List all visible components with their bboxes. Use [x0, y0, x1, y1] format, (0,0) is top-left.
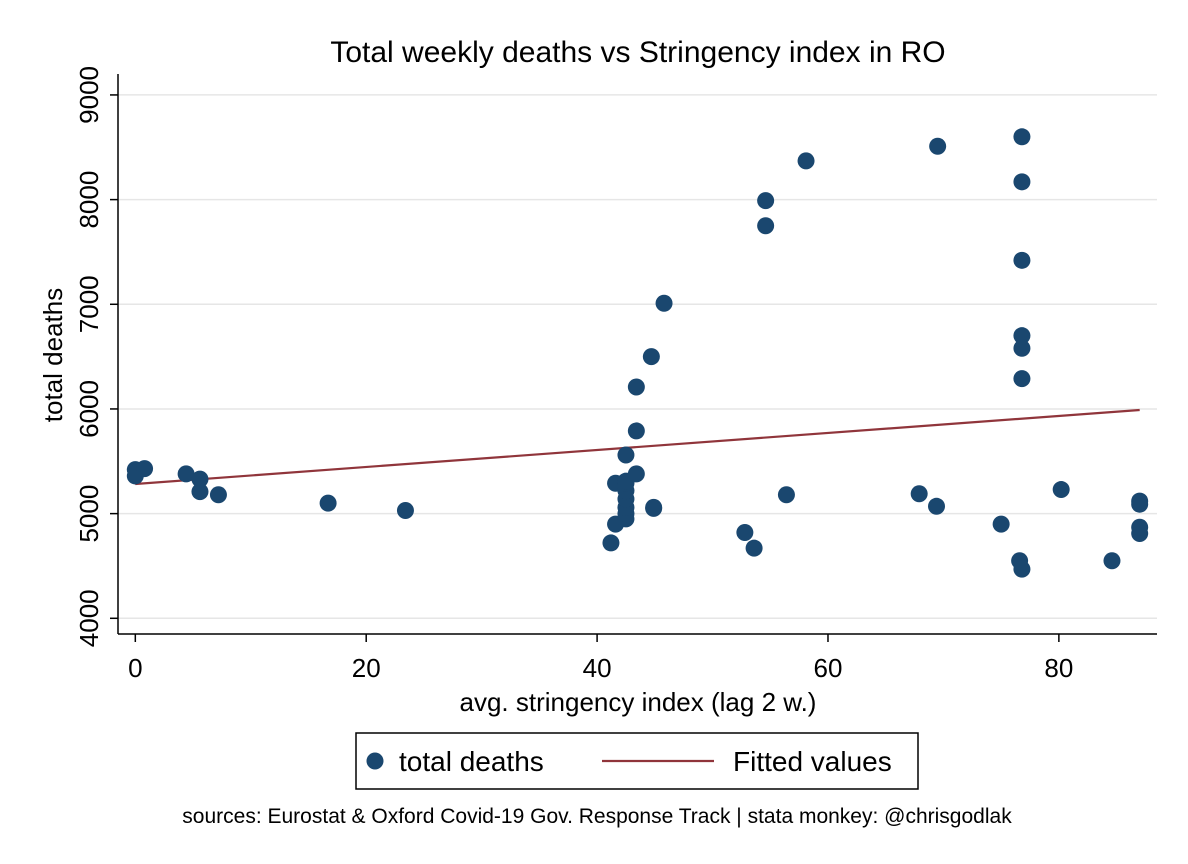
- data-point-32: [797, 152, 815, 170]
- y-axis-ticks: 4000 5000 6000 7000 8000 9000: [74, 66, 118, 647]
- data-point-40: [1013, 339, 1031, 357]
- data-point-7: [319, 494, 337, 512]
- data-point-42: [1013, 251, 1031, 269]
- data-point-36: [992, 515, 1010, 533]
- data-point-9: [602, 534, 620, 552]
- source-note: sources: Eurostat & Oxford Covid-19 Gov.…: [182, 805, 1012, 828]
- data-point-30: [757, 192, 775, 210]
- data-point-38: [1013, 560, 1031, 578]
- y-tick-label-5000: 5000: [74, 485, 104, 543]
- data-point-44: [1013, 128, 1031, 146]
- data-point-28: [745, 539, 763, 557]
- data-point-20: [627, 465, 645, 483]
- data-point-26: [655, 294, 673, 312]
- legend-marker-total-deaths: [366, 752, 384, 770]
- data-point-25: [645, 498, 663, 516]
- x-tick-label-0: 0: [128, 653, 142, 683]
- data-point-27: [736, 523, 754, 541]
- data-point-43: [1013, 173, 1031, 191]
- y-tick-label-8000: 8000: [74, 171, 104, 229]
- axes: [117, 74, 1157, 635]
- fitted-line-layer: [135, 408, 1140, 486]
- x-axis-ticks: 0 20 40 60 80: [128, 634, 1073, 683]
- legend-label-fitted-values: Fitted values: [733, 746, 892, 777]
- data-point-50: [1131, 492, 1149, 510]
- data-point-5: [191, 483, 209, 501]
- x-axis-label: avg. stringency index (lag 2 w.): [460, 687, 817, 717]
- data-point-4: [191, 470, 209, 488]
- data-point-31: [777, 486, 795, 504]
- data-point-46: [1103, 552, 1121, 570]
- legend-label-total-deaths: total deaths: [399, 746, 544, 777]
- y-axis-label: total deaths: [38, 288, 68, 422]
- data-point-33: [910, 485, 928, 503]
- data-point-35: [929, 137, 947, 155]
- x-tick-label-20: 20: [352, 653, 381, 683]
- x-tick-label-80: 80: [1044, 653, 1073, 683]
- data-point-8: [396, 501, 414, 519]
- data-point-41: [1013, 327, 1031, 345]
- chart-title: Total weekly deaths vs Stringency index …: [330, 36, 945, 69]
- data-point-3: [177, 465, 195, 483]
- data-point-23: [642, 348, 660, 366]
- x-tick-label-60: 60: [814, 653, 843, 683]
- data-point-22: [627, 378, 645, 396]
- data-point-19: [617, 446, 635, 464]
- legend: total deaths Fitted values: [355, 732, 919, 790]
- gridlines: [118, 94, 1157, 620]
- fitted-values-line: [135, 408, 1140, 486]
- scatter-points-layer: [126, 128, 1149, 578]
- data-point-2: [136, 460, 154, 478]
- data-point-48: [1131, 518, 1149, 536]
- data-point-39: [1013, 370, 1031, 388]
- data-point-29: [757, 217, 775, 235]
- y-tick-label-7000: 7000: [74, 275, 104, 333]
- data-point-21: [627, 422, 645, 440]
- y-tick-label-6000: 6000: [74, 380, 104, 438]
- data-point-34: [928, 497, 946, 515]
- y-tick-label-4000: 4000: [74, 589, 104, 647]
- x-tick-label-40: 40: [583, 653, 612, 683]
- data-point-45: [1052, 481, 1070, 499]
- y-tick-label-9000: 9000: [74, 66, 104, 124]
- data-point-6: [209, 486, 227, 504]
